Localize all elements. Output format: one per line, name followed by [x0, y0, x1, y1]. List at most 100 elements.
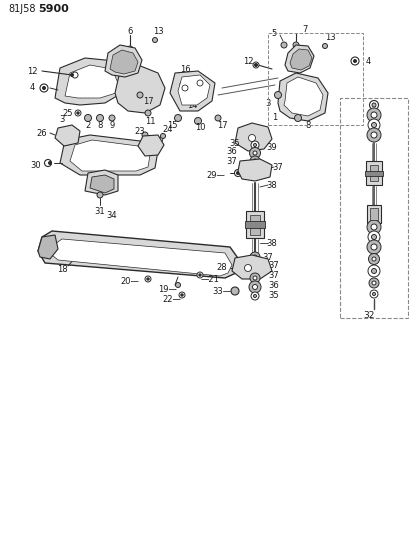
- Circle shape: [323, 44, 328, 49]
- Text: 28: 28: [217, 263, 227, 272]
- Polygon shape: [370, 208, 378, 220]
- Text: 16: 16: [180, 64, 190, 74]
- Text: 2: 2: [85, 120, 90, 130]
- Text: 15: 15: [167, 120, 177, 130]
- Circle shape: [147, 278, 149, 280]
- Circle shape: [145, 276, 151, 282]
- Circle shape: [372, 235, 376, 239]
- Circle shape: [293, 42, 299, 48]
- Text: 33—: 33—: [212, 287, 231, 295]
- Circle shape: [181, 294, 183, 296]
- Circle shape: [371, 224, 377, 230]
- Circle shape: [368, 119, 380, 131]
- Polygon shape: [115, 65, 165, 113]
- Polygon shape: [235, 123, 272, 151]
- Polygon shape: [38, 235, 58, 259]
- Polygon shape: [55, 125, 80, 146]
- Text: 29—: 29—: [206, 171, 225, 180]
- Circle shape: [254, 295, 256, 297]
- Circle shape: [72, 72, 78, 78]
- Circle shape: [42, 86, 46, 90]
- Text: 36: 36: [268, 281, 279, 290]
- Polygon shape: [232, 255, 272, 279]
- Circle shape: [235, 169, 242, 176]
- Circle shape: [372, 293, 376, 295]
- Circle shape: [161, 133, 166, 139]
- Circle shape: [175, 115, 182, 122]
- Text: 37: 37: [268, 261, 279, 270]
- Text: 19—: 19—: [159, 285, 178, 294]
- Text: 5900: 5900: [38, 4, 69, 14]
- Circle shape: [369, 101, 379, 109]
- Bar: [268, 33, 363, 125]
- Polygon shape: [170, 71, 215, 111]
- Circle shape: [185, 94, 192, 101]
- Circle shape: [145, 110, 151, 116]
- Circle shape: [236, 172, 240, 174]
- Circle shape: [197, 272, 203, 278]
- Text: 6: 6: [127, 27, 133, 36]
- Polygon shape: [110, 50, 138, 74]
- Text: 25: 25: [63, 109, 73, 117]
- Circle shape: [368, 265, 380, 277]
- Polygon shape: [365, 171, 383, 176]
- Polygon shape: [38, 231, 240, 278]
- Circle shape: [179, 292, 185, 298]
- Polygon shape: [367, 205, 381, 223]
- Circle shape: [127, 46, 133, 52]
- Text: —21: —21: [201, 274, 219, 284]
- Text: 35: 35: [268, 290, 279, 300]
- Text: 7: 7: [302, 25, 308, 34]
- Polygon shape: [278, 73, 328, 121]
- Polygon shape: [238, 159, 272, 181]
- Text: 4: 4: [29, 84, 35, 93]
- Text: 32: 32: [363, 311, 375, 319]
- Circle shape: [253, 255, 257, 259]
- Circle shape: [251, 292, 259, 300]
- Circle shape: [252, 285, 258, 289]
- Polygon shape: [285, 45, 314, 73]
- Text: 13: 13: [325, 33, 335, 42]
- Circle shape: [254, 143, 256, 147]
- Polygon shape: [52, 239, 232, 276]
- Circle shape: [85, 115, 92, 122]
- Text: 36: 36: [226, 148, 238, 157]
- Circle shape: [371, 112, 377, 118]
- Circle shape: [253, 151, 257, 155]
- Text: 37: 37: [263, 253, 273, 262]
- Circle shape: [199, 274, 201, 276]
- Circle shape: [251, 141, 259, 149]
- Circle shape: [75, 110, 81, 116]
- Circle shape: [97, 115, 104, 122]
- Text: 3: 3: [59, 116, 65, 125]
- Polygon shape: [370, 165, 378, 181]
- Circle shape: [40, 84, 48, 92]
- Circle shape: [182, 85, 188, 91]
- Text: 22—: 22—: [163, 295, 181, 303]
- Circle shape: [371, 132, 377, 138]
- Circle shape: [231, 287, 239, 295]
- Circle shape: [48, 161, 51, 165]
- Text: 9: 9: [109, 120, 115, 130]
- Text: 35: 35: [230, 139, 240, 148]
- Text: 26: 26: [37, 128, 47, 138]
- Text: 8: 8: [97, 120, 103, 130]
- Polygon shape: [245, 221, 265, 228]
- Text: 17: 17: [143, 96, 153, 106]
- Circle shape: [368, 231, 380, 243]
- Polygon shape: [138, 135, 164, 156]
- Polygon shape: [246, 211, 264, 238]
- Text: 1: 1: [272, 114, 277, 123]
- Polygon shape: [60, 135, 158, 175]
- Circle shape: [372, 281, 376, 285]
- Text: 12: 12: [27, 67, 37, 76]
- Text: 17: 17: [217, 120, 227, 130]
- Circle shape: [275, 92, 282, 99]
- Circle shape: [250, 252, 260, 262]
- Text: 12: 12: [243, 56, 253, 66]
- Text: 37: 37: [272, 163, 283, 172]
- Circle shape: [367, 128, 381, 142]
- Circle shape: [351, 57, 359, 65]
- Text: 18: 18: [57, 264, 67, 273]
- Circle shape: [180, 80, 190, 90]
